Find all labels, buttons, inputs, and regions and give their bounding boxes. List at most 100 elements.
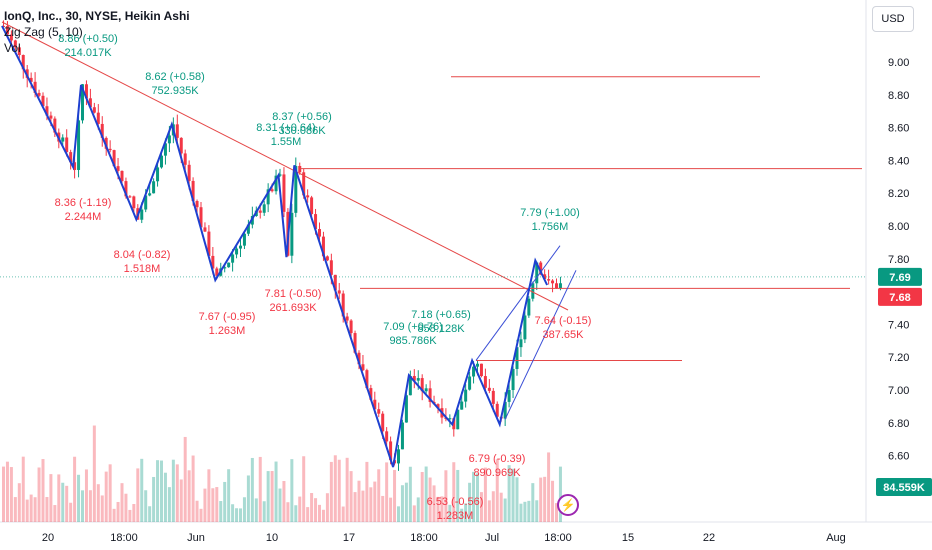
volume-bar [440, 496, 444, 522]
candle-body [460, 401, 464, 410]
zigzag-annotation-volume: 330.086K [278, 125, 326, 137]
volume-bar [393, 469, 397, 522]
price-label-bg [878, 267, 922, 286]
candle-body [424, 388, 428, 392]
candle-body [345, 316, 349, 321]
zigzag-annotation: 6.53 (-0.56) [427, 496, 484, 508]
candle-body [37, 92, 41, 96]
candle-body [503, 401, 507, 419]
candle-body [140, 209, 144, 220]
zigzag-annotation: 6.79 (-0.39) [469, 453, 526, 465]
volume-bar [152, 476, 156, 522]
volume-bar [397, 506, 400, 522]
candle-body [535, 262, 539, 284]
volume-bar [345, 457, 349, 522]
volume-bar [116, 501, 120, 522]
candle-body [13, 40, 17, 48]
candle-body [361, 364, 365, 371]
volume-bar [278, 488, 282, 522]
volume-bar [337, 459, 341, 522]
chart-legend: IonQ, Inc., 30, NYSE, Heikin Ashi Zig Za… [4, 8, 190, 56]
symbol-title[interactable]: IonQ, Inc., 30, NYSE, Heikin Ashi [4, 9, 190, 23]
volume-bar [487, 500, 491, 522]
candle-body [270, 189, 274, 192]
volume-bar [219, 501, 223, 522]
candle-body [104, 137, 108, 149]
candle-body [491, 390, 495, 404]
volume-indicator-label[interactable]: Vol [4, 41, 21, 55]
zigzag-annotation: 7.79 (+1.00) [520, 207, 580, 219]
price-tick: 8.80 [888, 90, 909, 102]
zigzag-annotation: 7.64 (-0.15) [535, 315, 592, 327]
volume-bar [187, 470, 191, 522]
candle-body [5, 26, 9, 35]
volume-bar [456, 469, 460, 522]
volume-bar [286, 502, 290, 522]
volume-bar [483, 467, 487, 522]
candle-body [420, 378, 424, 392]
candle-body [116, 166, 120, 171]
candle-body [551, 280, 555, 284]
candle-body [148, 193, 152, 196]
volume-bar [207, 469, 211, 522]
time-tick: 20 [42, 532, 54, 544]
candle-body [235, 248, 239, 255]
candle-body [53, 118, 57, 133]
candle-body [468, 376, 472, 390]
candle-body [100, 123, 104, 138]
candle-body [349, 320, 353, 334]
volume-bar [136, 468, 140, 522]
volume-bar [17, 483, 21, 522]
volume-bar [416, 497, 420, 522]
zigzag-indicator-label[interactable]: Zig Zag (5, 10) [4, 25, 83, 39]
candle-body [511, 368, 515, 391]
volume-bar [108, 464, 112, 522]
zigzag-annotation-volume: 890.969K [473, 467, 521, 479]
volume-bar [507, 465, 511, 522]
candle-body [183, 153, 187, 165]
volume-bar [227, 469, 231, 522]
volume-bar [250, 457, 254, 522]
volume-bar [385, 462, 389, 522]
price-label-bg [878, 287, 922, 306]
volume-bar [96, 484, 100, 522]
volume-bar [231, 504, 235, 522]
candle-body [88, 98, 92, 108]
volume-bar [41, 459, 45, 522]
candle-body [175, 124, 179, 138]
volume-bar [460, 508, 464, 522]
volume-bar [503, 498, 507, 522]
volume-bar [21, 456, 25, 522]
lightning-icon[interactable]: ⚡ [557, 494, 579, 516]
volume-bar [258, 456, 262, 522]
candle-body [495, 403, 499, 417]
volume-bar [163, 472, 167, 522]
volume-bar [144, 490, 148, 522]
volume-bar [361, 490, 365, 522]
zigzag-annotation-volume: 1.283M [437, 510, 474, 522]
candle-body [527, 298, 531, 316]
volume-bar [242, 497, 246, 522]
volume-bar [491, 491, 495, 522]
volume-bar [223, 481, 227, 522]
volume-bar [29, 494, 33, 522]
candle-body [507, 390, 511, 402]
volume-bar [428, 477, 432, 522]
candle-body [17, 47, 21, 56]
time-tick: 18:00 [410, 532, 438, 544]
candle-body [96, 112, 100, 124]
candle-body [302, 172, 306, 196]
channel-line [475, 245, 561, 361]
candle-body [160, 155, 163, 168]
zigzag-annotation: 8.86 (+0.50) [58, 33, 118, 45]
volume-bar [314, 498, 318, 522]
volume-bar [195, 500, 199, 522]
candle-body [452, 418, 456, 430]
candle-body [487, 387, 491, 391]
volume-bar [92, 425, 96, 522]
volume-bar [104, 471, 108, 522]
candle-body [389, 441, 393, 461]
trend-line [1, 21, 569, 311]
currency-button[interactable]: USD [872, 6, 914, 32]
